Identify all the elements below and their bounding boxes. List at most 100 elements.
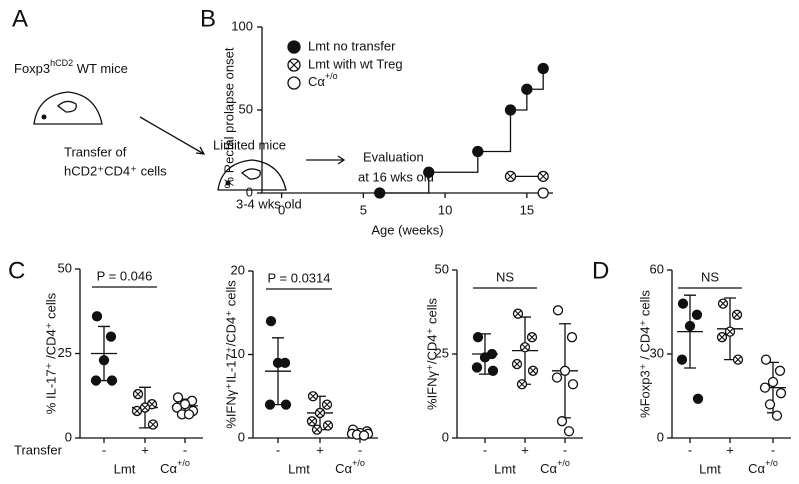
panel-label: A	[12, 5, 28, 32]
point	[551, 372, 563, 383]
label: Cα+/o	[540, 458, 570, 476]
marker-cross	[133, 407, 141, 415]
y-axis-label: % IL-17⁺ /CD4⁺ cells	[43, 292, 58, 414]
point	[314, 407, 326, 419]
marker-cross	[313, 426, 321, 434]
annotation: NS	[701, 269, 719, 284]
y-tick-label: 10	[231, 346, 245, 361]
y-tick-label: 30	[650, 345, 664, 360]
point	[131, 405, 143, 417]
text: WT mice	[73, 61, 128, 76]
marker-circle	[556, 416, 568, 427]
x-tick-label: -	[771, 442, 775, 457]
group-label: Lmt	[494, 461, 516, 476]
step-line	[428, 151, 479, 173]
marker-circle	[472, 145, 484, 158]
x-tick-label: 0	[278, 202, 285, 217]
marker-circle	[767, 376, 779, 388]
point	[527, 365, 539, 376]
text: +/o	[352, 458, 365, 468]
marker-circle	[775, 388, 787, 399]
marker-cross	[529, 367, 537, 375]
marker-circle	[537, 187, 549, 199]
marker-cross	[324, 421, 332, 430]
point	[471, 362, 483, 373]
point	[677, 298, 689, 309]
point	[183, 409, 195, 420]
point	[504, 170, 517, 183]
point	[171, 402, 183, 413]
error-cap	[139, 386, 151, 429]
point	[322, 420, 334, 431]
marker-circle	[551, 372, 563, 383]
group-label: Lmt	[288, 461, 310, 476]
marker-circle	[504, 104, 517, 116]
point	[537, 170, 549, 183]
marker-circle	[423, 166, 435, 178]
marker-circle	[774, 365, 786, 376]
text: hCD2	[50, 58, 73, 68]
x-tick-label: -	[183, 442, 187, 457]
x-tick-label: -	[688, 442, 692, 457]
marker-cross	[726, 328, 734, 336]
label: Cα+/o	[308, 71, 338, 89]
error-cap	[684, 294, 696, 369]
marker-cross	[308, 417, 316, 425]
point	[716, 332, 728, 343]
text: Cα	[160, 461, 177, 476]
label: Cα+/o	[748, 458, 778, 476]
marker-circle	[471, 362, 483, 373]
marker-cross	[289, 60, 299, 70]
point	[374, 187, 386, 199]
y-tick-label: 50	[58, 260, 72, 275]
y-tick-label: 50	[435, 261, 449, 276]
marker-circle	[479, 352, 491, 363]
point	[537, 62, 549, 75]
point	[487, 365, 499, 376]
point	[537, 187, 549, 199]
y-tick-label: 0	[65, 429, 72, 444]
marker-circle	[106, 375, 118, 386]
marker-circle	[677, 298, 689, 309]
x-tick-label: +	[726, 442, 734, 457]
legend-marker	[287, 58, 301, 72]
point	[91, 311, 103, 322]
x-tick-label: 5	[360, 202, 367, 217]
marker-circle	[287, 76, 301, 90]
marker-circle	[487, 365, 499, 376]
y-tick-label: 25	[435, 345, 449, 360]
marker-cross	[309, 392, 317, 400]
point	[511, 358, 523, 370]
point	[717, 298, 729, 309]
legend-label: Lmt with wt Treg	[308, 56, 403, 71]
point	[521, 83, 533, 95]
x-tick-label: 10	[438, 202, 452, 217]
y-tick-label: 60	[650, 261, 664, 276]
marker-cross	[539, 172, 548, 181]
point	[504, 104, 517, 116]
y-axis-label: %Foxp3⁺ / CD4⁺ cells	[637, 290, 652, 418]
y-tick-label: 0	[657, 429, 664, 444]
marker-circle	[264, 399, 276, 410]
marker-circle	[374, 187, 386, 199]
marker-cross	[521, 343, 529, 351]
mouse-eye	[225, 180, 231, 186]
marker-circle	[358, 430, 370, 441]
donor-label: Foxp3hCD2 WT mice	[14, 58, 128, 76]
x-axis-label: Age (weeks)	[371, 222, 443, 237]
step-line	[379, 172, 430, 194]
point	[264, 399, 276, 410]
annotation: P = 0.046	[97, 268, 153, 283]
text: +/o	[765, 458, 778, 468]
text: Cα	[335, 461, 352, 476]
point	[147, 419, 159, 430]
marker-circle	[771, 410, 783, 421]
point	[552, 305, 564, 316]
point	[684, 320, 696, 332]
y-tick-label: 100	[231, 18, 253, 33]
group-label: Lmt	[699, 461, 721, 476]
point	[265, 315, 277, 327]
marker-circle	[567, 379, 579, 390]
point	[132, 388, 144, 400]
point	[306, 416, 318, 427]
